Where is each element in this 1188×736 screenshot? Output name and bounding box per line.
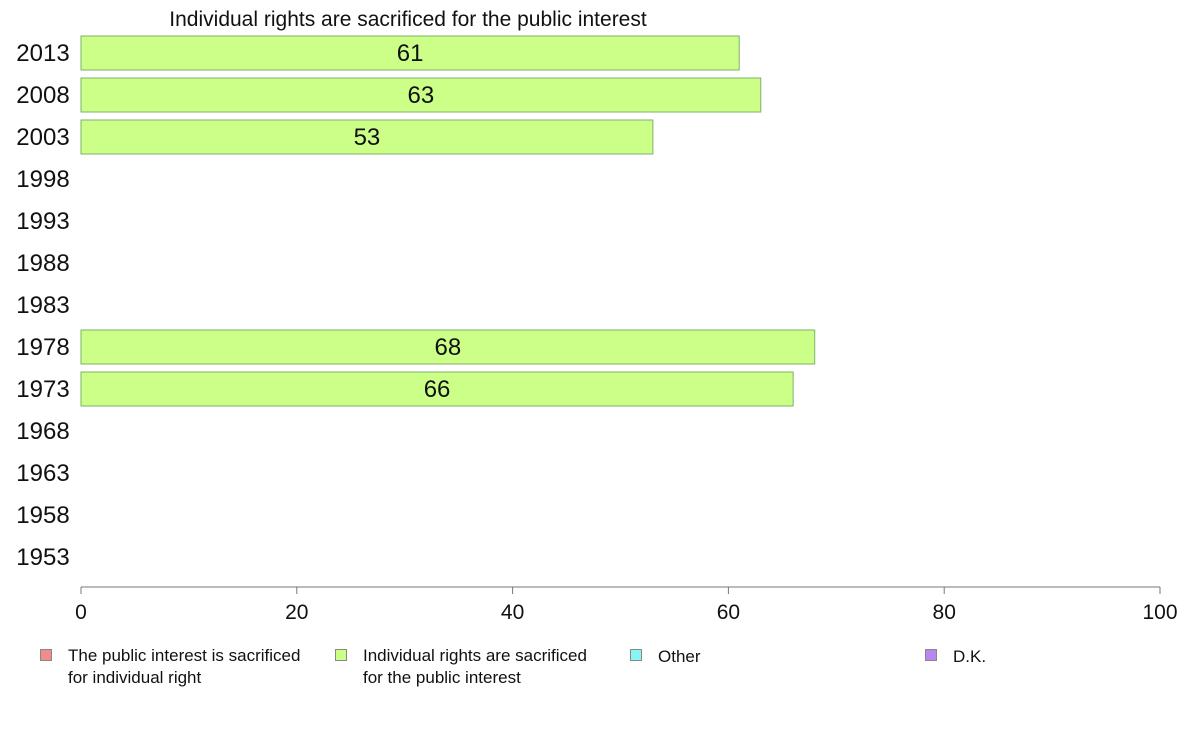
- legend-item-individual-rights-sacrificed: Individual rights are sacrificed for the…: [335, 645, 587, 689]
- bar-label-1978: 68: [435, 334, 462, 361]
- x-tick-label-80: 80: [933, 601, 956, 624]
- x-tick-label-60: 60: [717, 601, 740, 624]
- legend-label: D.K.: [953, 647, 987, 666]
- legend-item-dk: D.K.: [925, 645, 986, 668]
- y-tick-label-1983: 1983: [16, 292, 69, 319]
- bar-2008: [80, 77, 762, 113]
- legend: The public interest is sacrificed for in…: [0, 632, 1188, 692]
- legend-label: Individual rights are sacrificed for the…: [363, 646, 587, 687]
- bar-label-2013: 61: [397, 40, 424, 67]
- y-tick-label-1998: 1998: [16, 166, 69, 193]
- bar-label-2003: 53: [354, 124, 381, 151]
- y-tick-label-2008: 2008: [16, 82, 69, 109]
- x-axis: 0 20 40 60 80 100: [75, 586, 1178, 624]
- y-tick-label-1973: 1973: [16, 376, 69, 403]
- x-tick-label-0: 0: [75, 601, 87, 624]
- bar-label-1973: 66: [424, 376, 451, 403]
- bar-2003: [80, 119, 654, 155]
- y-tick-label-1958: 1958: [16, 502, 69, 529]
- legend-swatch: [335, 649, 347, 661]
- y-tick-label-1978: 1978: [16, 334, 69, 361]
- legend-swatch: [630, 649, 642, 661]
- legend-swatch: [40, 649, 52, 661]
- y-tick-label-2003: 2003: [16, 124, 69, 151]
- x-tick-label-40: 40: [501, 601, 524, 624]
- legend-item-other: Other: [630, 645, 701, 668]
- x-tick-label-100: 100: [1142, 601, 1177, 624]
- y-tick-label-1968: 1968: [16, 418, 69, 445]
- y-tick-label-1993: 1993: [16, 208, 69, 235]
- y-tick-label-1953: 1953: [16, 544, 69, 571]
- bar-2013: [80, 35, 740, 71]
- legend-swatch: [925, 649, 937, 661]
- bar-chart: Individual rights are sacrificed for the…: [16, 8, 1178, 624]
- x-tick-label-20: 20: [285, 601, 308, 624]
- y-tick-label-2013: 2013: [16, 40, 69, 67]
- legend-label: The public interest is sacrificed for in…: [68, 646, 301, 687]
- legend-label: Other: [658, 647, 701, 666]
- chart-title: Individual rights are sacrificed for the…: [169, 8, 647, 31]
- y-tick-label-1963: 1963: [16, 460, 69, 487]
- bar-1978: [80, 329, 816, 365]
- y-axis-labels: 2013 2008 2003 1998 1993 1988 1983 1978 1973 1968…: [16, 40, 69, 571]
- bar-label-2008: 63: [408, 82, 435, 109]
- legend-item-public-interest-sacrificed: The public interest is sacrificed for in…: [40, 645, 300, 689]
- y-tick-label-1988: 1988: [16, 250, 69, 277]
- bar-1973: [80, 371, 794, 407]
- bars: [80, 35, 816, 407]
- bar-value-labels: 61 63 53 68 66: [354, 40, 462, 403]
